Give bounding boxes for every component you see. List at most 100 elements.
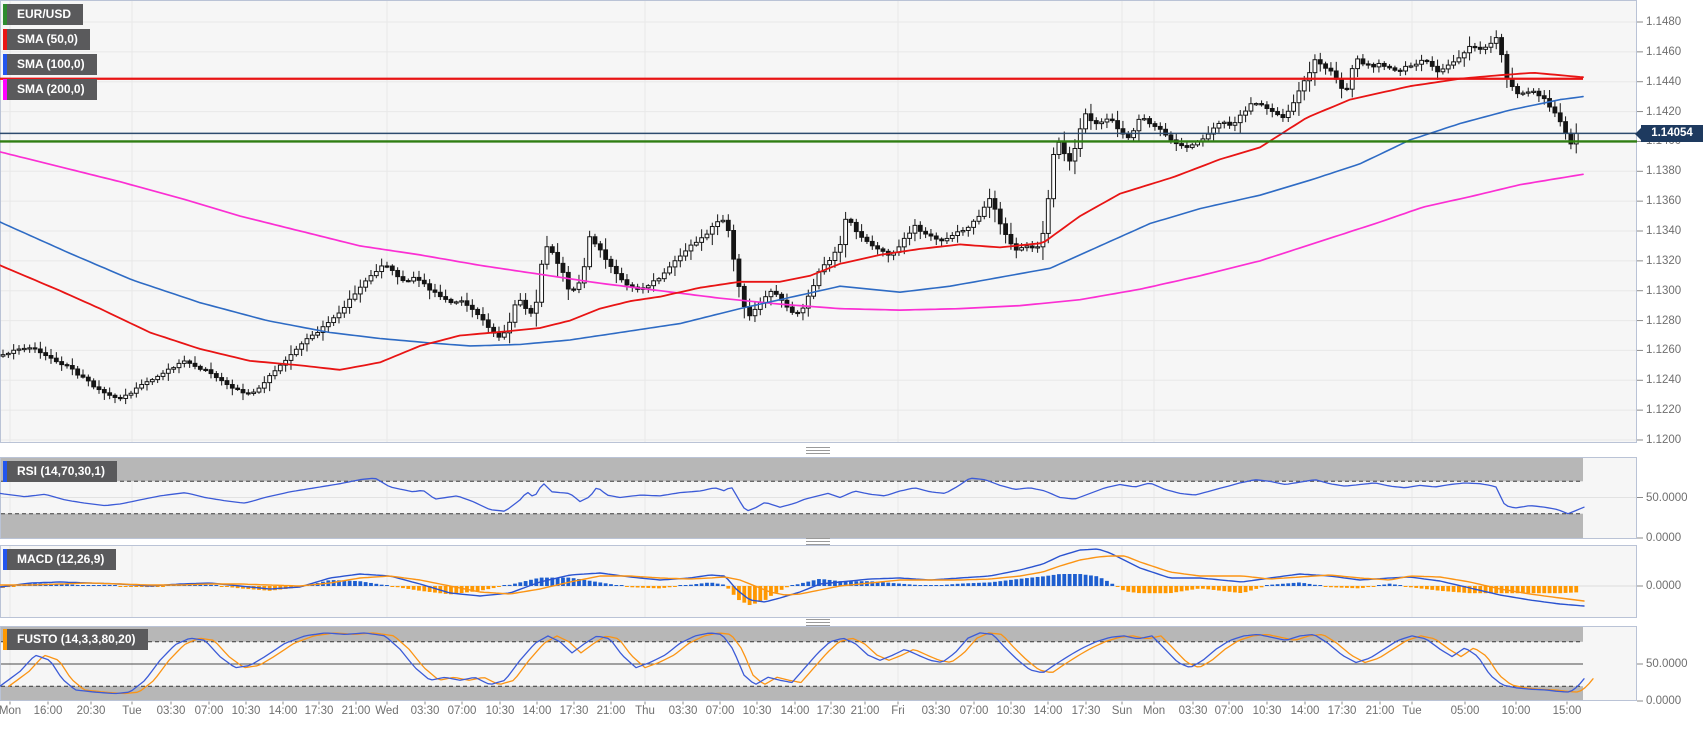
symbol-color-swatch <box>3 4 7 25</box>
time-tick-label: 03:30 <box>668 705 698 717</box>
fusto-tick-label: 0.0000 <box>1646 695 1682 707</box>
time-tick-label: 21:00 <box>596 705 626 717</box>
price-tick-label: 1.1260 <box>1646 344 1682 357</box>
time-tick-label: Mon <box>1142 705 1166 717</box>
time-tick-label: 10:30 <box>231 705 261 717</box>
fusto-label-text: FUSTO (14,3,3,80,20) <box>17 632 136 646</box>
macd-indicator-label[interactable]: MACD (12,26,9) <box>3 549 117 570</box>
time-tick-label: 21:00 <box>341 705 371 717</box>
sma200-color-swatch <box>3 79 7 100</box>
time-tick-label: Wed <box>375 705 399 717</box>
sma100-line <box>0 95 1584 347</box>
sma50-color-swatch <box>3 29 7 50</box>
sma50-line <box>0 72 1584 371</box>
sma100-color-swatch <box>3 54 7 75</box>
time-tick-label: 10:30 <box>996 705 1026 717</box>
time-tick-label: 07:00 <box>959 705 989 717</box>
price-tick-label: 1.1380 <box>1646 165 1682 178</box>
price-tick-label: 1.1320 <box>1646 254 1682 267</box>
rsi-color-swatch <box>3 461 7 482</box>
time-tick-label: 10:30 <box>1252 705 1282 717</box>
time-tick-label: 07:00 <box>705 705 735 717</box>
time-tick-label: 14:00 <box>268 705 298 717</box>
time-tick-label: 17:30 <box>559 705 589 717</box>
time-tick-label: 10:00 <box>1501 705 1531 717</box>
sma200-line <box>0 151 1584 311</box>
time-tick-label: 14:00 <box>522 705 552 717</box>
macd-tick-label: 0.0000 <box>1646 580 1682 592</box>
sma50-label: SMA (50,0) <box>17 32 78 46</box>
legend-sma200[interactable]: SMA (200,0) <box>3 79 97 100</box>
current-price-badge: 1.14054 <box>1635 125 1703 142</box>
time-tick-label: 05:00 <box>1450 705 1480 717</box>
rsi-tick-label: 50.0000 <box>1646 491 1688 504</box>
rsi-line <box>0 477 1585 515</box>
time-tick-label: 10:30 <box>742 705 772 717</box>
time-tick-label: 15:00 <box>1552 705 1582 717</box>
macd-color-swatch <box>3 549 7 570</box>
time-tick-label: 07:00 <box>194 705 224 717</box>
time-tick-label: 10:30 <box>485 705 515 717</box>
legend-sma50[interactable]: SMA (50,0) <box>3 29 90 50</box>
time-tick-label: 14:00 <box>1290 705 1320 717</box>
time-tick-label: Sun <box>1111 705 1133 717</box>
sma100-label: SMA (100,0) <box>17 57 85 71</box>
panel-splitter-handle[interactable] <box>806 536 830 547</box>
sma200-label: SMA (200,0) <box>17 82 85 96</box>
price-tick-label: 1.1240 <box>1646 374 1682 387</box>
time-tick-label: 16:00 <box>33 705 63 717</box>
rsi-overbought-oversold-bands <box>1 458 1636 538</box>
price-tick-label: 1.1200 <box>1646 433 1682 446</box>
stoch-d-line <box>8 632 1594 695</box>
fusto-color-swatch <box>3 629 7 650</box>
legend-sma100[interactable]: SMA (100,0) <box>3 54 97 75</box>
time-tick-label: 07:00 <box>1214 705 1244 717</box>
time-tick-label: Tue <box>1402 705 1422 717</box>
time-tick-label: Tue <box>122 705 142 717</box>
price-tick-label: 1.1440 <box>1646 75 1682 88</box>
axis-tick-marks <box>9 21 1643 705</box>
symbol-label: EUR/USD <box>17 7 72 21</box>
time-tick-label: Fri <box>891 705 905 717</box>
rsi-label-text: RSI (14,70,30,1) <box>17 464 106 478</box>
legend-symbol[interactable]: EUR/USD <box>3 4 84 25</box>
time-tick-label: 03:30 <box>410 705 440 717</box>
time-tick-label: 17:30 <box>1327 705 1357 717</box>
price-tick-label: 1.1300 <box>1646 284 1682 297</box>
fusto-tick-label: 50.0000 <box>1646 658 1688 670</box>
price-tick-label: 1.1280 <box>1646 314 1682 327</box>
time-tick-label: 21:00 <box>1365 705 1395 717</box>
stoch-k-line <box>0 632 1585 695</box>
time-tick-label: 17:30 <box>304 705 334 717</box>
price-tick-label: 1.1220 <box>1646 404 1682 417</box>
time-tick-label: 07:00 <box>447 705 477 717</box>
time-tick-label: 21:00 <box>850 705 880 717</box>
fusto-indicator-label[interactable]: FUSTO (14,3,3,80,20) <box>3 629 148 650</box>
time-tick-label: 14:00 <box>1033 705 1063 717</box>
time-tick-label: 20:30 <box>76 705 106 717</box>
rsi-tick-label: 0.0000 <box>1646 532 1682 544</box>
time-tick-label: 03:30 <box>921 705 951 717</box>
macd-label-text: MACD (12,26,9) <box>17 552 105 566</box>
time-tick-label: 03:30 <box>156 705 186 717</box>
time-tick-label: 14:00 <box>780 705 810 717</box>
price-tick-label: 1.1480 <box>1646 16 1682 28</box>
panel-splitter-handle[interactable] <box>806 445 830 456</box>
time-tick-label: Thu <box>635 705 655 717</box>
price-tick-label: 1.1460 <box>1646 45 1682 58</box>
macd-signal-line <box>0 555 1585 602</box>
main-panel[interactable] <box>0 0 1637 443</box>
candlesticks <box>0 30 1579 405</box>
price-tick-label: 1.1340 <box>1646 224 1682 237</box>
panel-splitter-handle[interactable] <box>806 617 830 628</box>
price-tick-label: 1.1420 <box>1646 105 1682 118</box>
time-tick-label: 17:30 <box>1071 705 1101 717</box>
time-tick-label: 17:30 <box>816 705 846 717</box>
main-gridlines <box>1 21 1636 441</box>
rsi-indicator-label[interactable]: RSI (14,70,30,1) <box>3 461 118 482</box>
time-tick-label: Mon <box>0 705 22 717</box>
time-tick-label: 03:30 <box>1178 705 1208 717</box>
price-tick-label: 1.1360 <box>1646 195 1682 208</box>
